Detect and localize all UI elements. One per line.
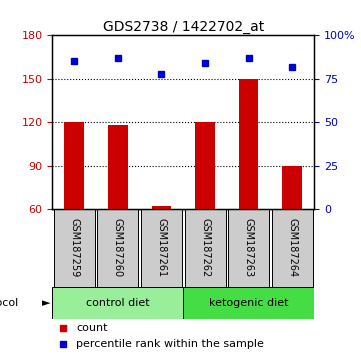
Text: ►: ► [42, 298, 50, 308]
Bar [108, 125, 127, 209]
Bar [195, 122, 215, 209]
Text: GSM187262: GSM187262 [200, 218, 210, 278]
Text: protocol: protocol [0, 298, 18, 308]
Bar [239, 79, 258, 209]
Bar [152, 206, 171, 209]
Bar [228, 209, 269, 286]
Text: GSM187259: GSM187259 [69, 218, 79, 278]
Bar [183, 286, 314, 319]
Text: GSM187260: GSM187260 [113, 218, 123, 278]
Bar [64, 122, 84, 209]
Text: GSM187263: GSM187263 [244, 218, 254, 278]
Bar [52, 286, 183, 319]
Bar [141, 209, 182, 286]
Text: count: count [76, 322, 108, 333]
Bar [97, 209, 138, 286]
Title: GDS2738 / 1422702_at: GDS2738 / 1422702_at [103, 21, 264, 34]
Bar [184, 209, 226, 286]
Text: control diet: control diet [86, 298, 149, 308]
Bar [272, 209, 313, 286]
Text: GSM187261: GSM187261 [156, 218, 166, 278]
Bar [282, 166, 302, 209]
Text: percentile rank within the sample: percentile rank within the sample [76, 339, 264, 349]
Text: GSM187264: GSM187264 [287, 218, 297, 278]
Text: ketogenic diet: ketogenic diet [209, 298, 288, 308]
Bar [54, 209, 95, 286]
